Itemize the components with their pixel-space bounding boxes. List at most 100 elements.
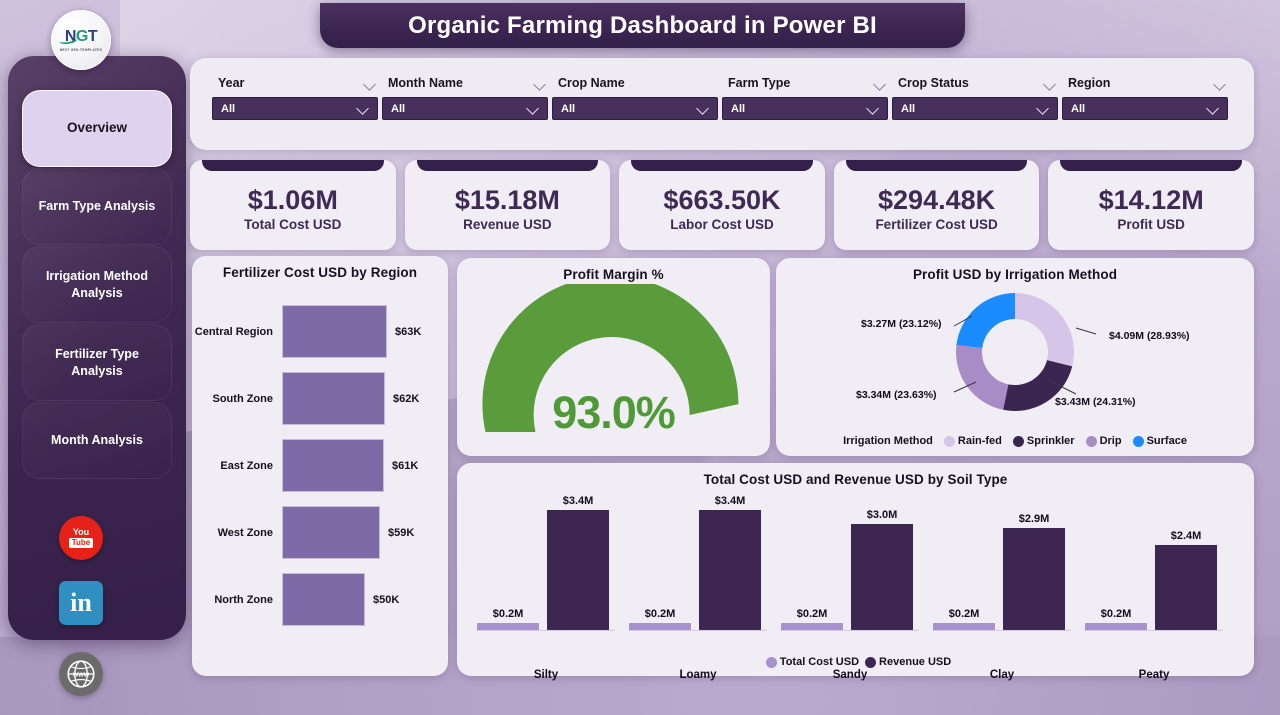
bar-total-cost[interactable]	[781, 622, 843, 630]
bar-value-label: $61K	[392, 459, 419, 472]
legend-label: Total Cost USD	[779, 656, 860, 668]
slicer-farm-type: Farm Type All	[722, 76, 888, 120]
chart-fertilizer-cost-by-region[interactable]: Fertilizer Cost USD by Region Central Re…	[192, 256, 448, 676]
bar[interactable]	[282, 506, 380, 559]
page-title: Organic Farming Dashboard in Power BI	[320, 3, 965, 48]
chevron-down-icon	[1038, 105, 1049, 112]
slicer-month-name-dropdown[interactable]: All	[382, 97, 548, 120]
kpi-card-labor-cost[interactable]: $663.50K Labor Cost USD	[619, 160, 825, 250]
kpi-card-revenue[interactable]: $15.18M Revenue USD	[404, 160, 611, 250]
chevron-down-icon	[1208, 105, 1219, 112]
slicer-region-dropdown[interactable]: All	[1062, 97, 1228, 120]
chevron-down-icon	[528, 105, 539, 112]
donut-label-sprinkler: $3.43M (24.31%)	[1055, 396, 1136, 408]
slicer-crop-name-dropdown[interactable]: All	[552, 97, 718, 120]
bar-total-cost[interactable]	[933, 622, 995, 630]
legend-label: Surface	[1146, 435, 1187, 447]
legend-item-total-cost[interactable]: Total Cost USD	[765, 656, 860, 668]
bar[interactable]	[282, 372, 385, 425]
bar-value-label-revenue: $2.4M	[1170, 530, 1202, 542]
sidebar-item-fertilizer-type-analysis[interactable]: Fertilizer Type Analysis	[22, 324, 172, 401]
bar[interactable]	[282, 573, 365, 626]
gauge-value-arc	[482, 276, 739, 432]
chart-plot-area: $0.2M $3.4M Silty $0.2M $3.4M Loamy $0.2M $3.0M…	[471, 495, 1240, 681]
slicer-year-dropdown[interactable]: All	[212, 97, 378, 120]
bar-total-cost[interactable]	[1085, 622, 1147, 630]
bar-category-label: Loamy	[679, 669, 717, 681]
youtube-icon-top-text: You	[72, 527, 90, 537]
legend-label: Sprinkler	[1026, 435, 1075, 447]
bar-revenue[interactable]	[1155, 544, 1217, 630]
bar-row[interactable]: East Zone $61K	[192, 432, 448, 499]
slicer-crop-name-label: Crop Name	[558, 76, 625, 90]
donut-slice-surface[interactable]	[956, 293, 1015, 349]
bar-group: $0.2M $3.4M	[623, 495, 773, 631]
slicer-crop-status-dropdown[interactable]: All	[892, 97, 1058, 120]
slicer-region: Region All	[1062, 76, 1228, 120]
bar-category-label: South Zone	[212, 392, 274, 405]
donut-slice-drip[interactable]	[956, 345, 1009, 410]
chart-profit-by-irrigation-method[interactable]: Profit USD by Irrigation Method $4.09M (…	[776, 258, 1254, 456]
linkedin-icon[interactable]: in	[59, 581, 103, 625]
chevron-down-icon[interactable]	[535, 80, 546, 87]
sidebar-item-label: Fertilizer Type Analysis	[55, 346, 139, 378]
bar-total-cost[interactable]	[477, 622, 539, 630]
kpi-card-profit[interactable]: $14.12M Profit USD	[1048, 160, 1254, 250]
legend-item-surface[interactable]: Surface	[1132, 435, 1187, 447]
bar-revenue[interactable]	[1003, 527, 1065, 630]
kpi-card-accent-bar	[631, 160, 813, 171]
slicer-year-value: All	[221, 102, 236, 115]
bar-category-label: Peaty	[1138, 669, 1170, 681]
bar-row[interactable]: North Zone $50K	[192, 566, 448, 633]
youtube-icon[interactable]: You Tube	[59, 516, 103, 560]
www-globe-icon[interactable]: www	[59, 652, 103, 696]
kpi-value: $663.50K	[663, 184, 781, 215]
bar-revenue[interactable]	[699, 509, 761, 630]
slicer-farm-type-dropdown[interactable]: All	[722, 97, 888, 120]
chevron-down-icon[interactable]	[875, 80, 886, 87]
bar-row[interactable]: Central Region $63K	[192, 298, 448, 365]
bar-row[interactable]: South Zone $62K	[192, 365, 448, 432]
slicer-crop-status-header: Crop Status	[892, 76, 1058, 90]
chevron-down-icon[interactable]	[1215, 80, 1226, 87]
legend-item-rain-fed[interactable]: Rain-fed	[943, 435, 1002, 447]
category-axis-line	[781, 629, 919, 631]
chart-profit-margin-gauge[interactable]: Profit Margin % 93.0%	[457, 258, 770, 456]
sidebar-item-farm-type-analysis[interactable]: Farm Type Analysis	[22, 168, 172, 245]
bar-total-cost[interactable]	[629, 622, 691, 630]
bar-value-label: $63K	[395, 325, 422, 338]
bar-row[interactable]: West Zone $59K	[192, 499, 448, 566]
bar-value-label: $50K	[373, 593, 400, 606]
slicer-crop-name: Crop Name All	[552, 76, 718, 120]
donut-leader-line	[953, 381, 977, 393]
kpi-card-fertilizer-cost[interactable]: $294.48K Fertilizer Cost USD	[833, 160, 1040, 250]
chart-cost-revenue-by-soil-type[interactable]: Total Cost USD and Revenue USD by Soil T…	[457, 463, 1254, 681]
chevron-down-icon[interactable]	[1045, 80, 1056, 87]
bar-revenue[interactable]	[851, 523, 913, 630]
kpi-card-total-cost[interactable]: $1.06M Total Cost USD	[190, 160, 396, 250]
bar-group: $0.2M $3.4M	[471, 495, 621, 631]
logo-letter-g: G	[75, 27, 88, 45]
chevron-down-icon	[868, 105, 879, 112]
chevron-down-icon	[358, 105, 369, 112]
legend-item-drip[interactable]: Drip	[1085, 435, 1122, 447]
sidebar-item-label: Overview	[66, 120, 128, 136]
legend-item-revenue[interactable]: Revenue USD	[865, 656, 951, 668]
logo-circle: NGT NEXT GEN TEMPLATES	[51, 10, 111, 70]
donut-label-rain-fed: $4.09M (28.93%)	[1109, 330, 1190, 342]
bar-value-label-revenue: $2.9M	[1018, 513, 1050, 525]
sidebar-item-overview[interactable]: Overview	[22, 90, 172, 167]
kpi-card-accent-bar	[1060, 160, 1242, 171]
kpi-card-accent-bar	[202, 160, 384, 171]
donut-slice-sprinkler[interactable]	[1003, 360, 1073, 411]
bar[interactable]	[282, 439, 384, 492]
sidebar-item-irrigation-method-analysis[interactable]: Irrigation Method Analysis	[22, 246, 172, 323]
legend-item-sprinkler[interactable]: Sprinkler	[1012, 435, 1075, 447]
chart-title: Profit Margin %	[563, 267, 664, 282]
chevron-down-icon[interactable]	[365, 80, 376, 87]
sidebar-item-month-analysis[interactable]: Month Analysis	[22, 402, 172, 479]
bar[interactable]	[282, 305, 387, 358]
bar-revenue[interactable]	[547, 509, 609, 630]
donut-slice-rain-fed[interactable]	[1015, 293, 1074, 367]
kpi-card-accent-bar	[416, 160, 599, 171]
